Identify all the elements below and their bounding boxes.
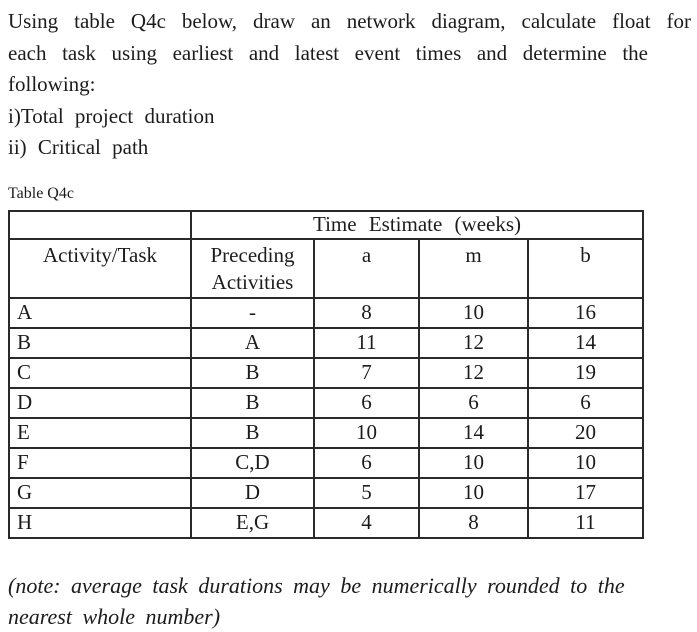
- column-header-preceding: Preceding Activities: [190, 237, 315, 299]
- b-cell: 16: [526, 296, 645, 329]
- column-header-a: a: [313, 237, 420, 299]
- task-cell: A: [8, 296, 192, 329]
- b-cell: 6: [526, 386, 645, 419]
- b-cell: 20: [526, 416, 645, 449]
- m-cell: 10: [418, 476, 529, 509]
- question-line: each task using earliest and latest even…: [8, 40, 648, 65]
- note-line: (note: average task durations may be num…: [8, 572, 625, 598]
- task-cell: F: [8, 446, 192, 479]
- table-row: A - 8 10 16: [8, 296, 645, 329]
- column-header-b: b: [526, 237, 645, 299]
- table-row: F C,D 6 10 10: [8, 446, 645, 479]
- b-cell: 17: [526, 476, 645, 509]
- note-paragraph: (note: average task durations may be num…: [8, 570, 691, 632]
- table-row: E B 10 14 20: [8, 416, 645, 449]
- question-line-critical-path: ii) Critical path: [8, 135, 149, 159]
- task-cell: B: [8, 326, 192, 359]
- task-cell: H: [8, 506, 192, 539]
- preceding-cell: C,D: [190, 446, 315, 479]
- task-cell: C: [8, 356, 192, 389]
- a-cell: 6: [313, 386, 420, 419]
- column-header-m: m: [418, 237, 529, 299]
- note-line: nearest whole number): [8, 603, 221, 629]
- column-header-task: Activity/Task: [8, 237, 192, 299]
- m-cell: 14: [418, 416, 529, 449]
- task-cell: G: [8, 476, 192, 509]
- b-cell: 14: [526, 326, 645, 359]
- table-row: B A 11 12 14: [8, 326, 645, 359]
- question-line-total-duration: i)Total project duration: [8, 103, 215, 128]
- activity-table: Time Estimate (weeks) Activity/Task Prec…: [8, 209, 645, 539]
- preceding-cell: -: [190, 296, 315, 329]
- empty-corner-cell: [8, 209, 192, 240]
- m-cell: 12: [418, 356, 529, 389]
- preceding-cell: B: [190, 416, 315, 449]
- preceding-cell: D: [190, 476, 315, 509]
- preceding-cell: B: [190, 386, 315, 419]
- a-cell: 11: [313, 326, 420, 359]
- a-cell: 4: [313, 506, 420, 539]
- b-cell: 11: [526, 506, 645, 539]
- table-row: C B 7 12 19: [8, 356, 645, 389]
- preceding-cell: B: [190, 356, 315, 389]
- preceding-cell: A: [190, 326, 315, 359]
- task-cell: E: [8, 416, 192, 449]
- preceding-cell: E,G: [190, 506, 315, 539]
- task-cell: D: [8, 386, 192, 419]
- a-cell: 6: [313, 446, 420, 479]
- question-line: Using table Q4c below, draw an network d…: [8, 9, 691, 33]
- question-paragraph: Using table Q4c below, draw an network d…: [8, 6, 691, 164]
- a-cell: 7: [313, 356, 420, 389]
- time-estimate-group-header: Time Estimate (weeks): [189, 209, 645, 240]
- b-cell: 10: [526, 446, 645, 479]
- table-group-header-row: Time Estimate (weeks): [8, 209, 645, 240]
- m-cell: 10: [418, 296, 529, 329]
- question-line: following:: [8, 72, 96, 96]
- table-row: H E,G 4 8 11: [8, 506, 645, 539]
- a-cell: 5: [313, 476, 420, 509]
- table-row: G D 5 10 17: [8, 476, 645, 509]
- a-cell: 10: [313, 416, 420, 449]
- m-cell: 8: [418, 506, 529, 539]
- b-cell: 19: [526, 356, 645, 389]
- table-caption: Table Q4c: [8, 184, 74, 202]
- a-cell: 8: [313, 296, 420, 329]
- m-cell: 6: [418, 386, 529, 419]
- table-header-row: Activity/Task Preceding Activities a m b: [8, 237, 645, 299]
- m-cell: 12: [418, 326, 529, 359]
- m-cell: 10: [418, 446, 529, 479]
- table-row: D B 6 6 6: [8, 386, 645, 419]
